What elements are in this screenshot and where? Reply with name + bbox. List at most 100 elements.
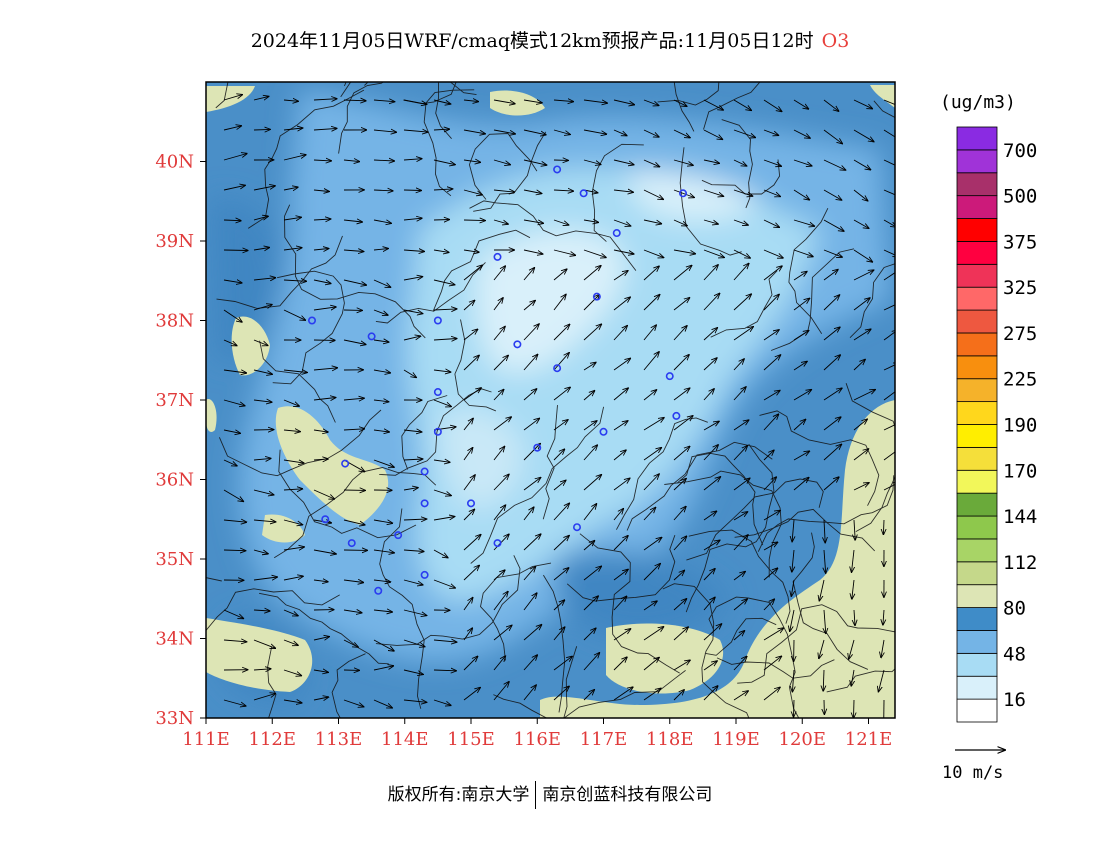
wind-arrow [523,593,537,611]
city-markers [307,165,687,595]
wind-arrow [583,504,597,521]
wind-arrow [253,694,276,701]
wind-arrow [223,459,237,466]
wind-arrow [523,655,537,671]
wind-arrow [853,129,874,142]
wind-arrow [343,160,360,162]
colorbar-label: 170 [1003,460,1037,482]
wind-arrow [343,610,362,613]
wind-arrow [523,567,536,581]
wind-arrow [403,488,418,490]
wind-arrow [523,685,536,701]
lon-label-5: 116E [514,729,562,750]
wind-arrow [283,547,304,550]
wind-arrow [823,295,840,311]
wind-arrow [433,640,457,642]
wind-arrow [883,159,895,166]
wind-arrow [283,370,307,373]
wind-arrow [343,279,366,285]
wind-arrow [493,219,508,224]
wind-arrow [878,669,885,692]
wind-arrow [823,477,839,491]
wind-arrow [433,129,450,130]
colorbar-swatch [956,263,998,288]
wind-arrow [793,219,815,226]
wind-arrow [433,579,455,588]
wind-arrow [553,129,570,135]
wind-arrow [433,99,451,104]
wind-arrow [523,100,542,103]
city-marker [367,332,376,341]
wind-arrow [853,483,869,491]
wind-arrow [403,277,423,280]
wind-arrow [823,159,846,170]
wind-arrow [673,326,687,341]
wind-arrow [703,624,722,641]
wind-arrow [223,640,247,642]
wind-arrow [733,294,751,311]
wind-arrow [283,128,303,130]
wind-arrow [403,218,422,220]
wind-arrow [673,627,688,641]
wind-arrow [403,579,423,585]
wind-arrow [553,627,565,641]
wind-arrow [343,250,364,252]
wind-arrow [553,480,566,491]
wind-arrow [733,327,753,341]
wind-arrow [223,280,242,283]
wind-arrow [853,419,867,431]
wind-arrow [223,370,247,373]
wind-arrow [703,358,717,371]
wind-arrow [673,479,686,491]
wind-arrow [733,387,746,401]
wind-arrow [373,370,391,373]
wind-arrow [763,129,779,135]
colorbar-swatch [956,630,998,654]
wind-arrow [793,477,809,491]
wind-arrow [283,430,300,432]
wind-arrow [403,459,423,460]
wind-arrow [883,249,895,257]
wind-arrow [343,220,362,222]
wind-arrow [853,249,873,262]
wind-arrow [673,99,687,106]
wind-arrow [852,579,854,599]
wind-arrow [463,129,485,134]
wind-arrow [373,249,388,251]
wind-arrow [553,269,567,281]
wind-arrow [613,219,631,226]
wind-arrow [883,363,895,371]
wind-arrow [553,387,570,401]
colorbar-label: 700 [1003,140,1037,162]
wind-arrow [463,160,481,162]
wind-arrow [792,519,794,542]
wind-arrow [463,300,475,311]
city-marker [394,531,403,540]
wind-arrow [703,265,718,281]
wind-arrow [283,155,306,161]
map-title: 2024年11月05日WRF/cmaq模式12km预报产品:11月05日12时 O… [0,26,1100,53]
wind-arrow [673,298,690,311]
city-marker [553,165,562,174]
wind-arrow [703,686,718,701]
colorbar-label: 16 [1003,689,1026,711]
wind-arrow [223,430,240,433]
wind-arrow [823,388,842,401]
wind-arrow [583,220,598,222]
wind-arrow [253,369,272,374]
wind-arrow [853,298,870,311]
wind-arrow [433,427,456,430]
wind-arrow [791,579,794,596]
wind-arrow [493,570,505,581]
wind-arrow [793,298,810,311]
wind-arrow [583,421,597,431]
wind-arrow [433,189,453,190]
colorbar-swatch [956,469,998,494]
wind-arrow [733,599,747,611]
wind-arrow [433,549,448,558]
wind-arrow [883,330,895,341]
wind-arrow [793,159,812,166]
lon-label-0: 111E [182,729,230,750]
lat-label-1: 39N [155,231,194,252]
wind-arrow [583,266,601,281]
